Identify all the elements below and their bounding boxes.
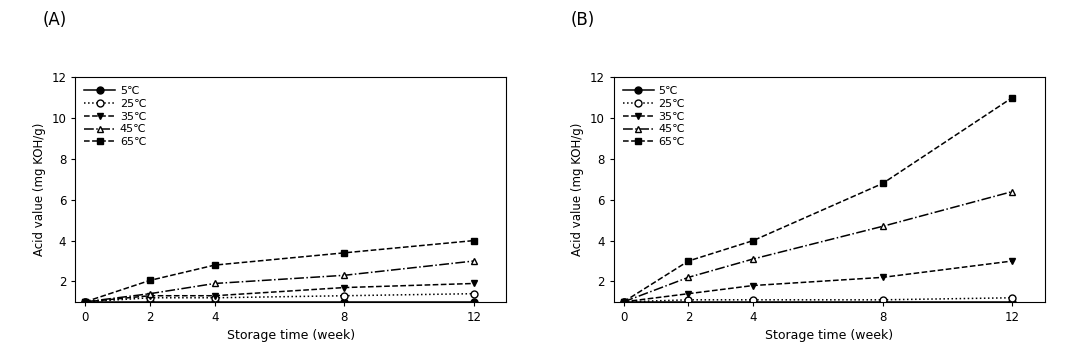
5℃	[467, 300, 480, 304]
45℃	[467, 259, 480, 263]
5℃	[877, 300, 890, 304]
35℃	[143, 294, 156, 298]
Line: 5℃: 5℃	[82, 298, 477, 305]
Line: 45℃: 45℃	[82, 258, 477, 305]
Legend: 5℃, 25℃, 35℃, 45℃, 65℃: 5℃, 25℃, 35℃, 45℃, 65℃	[619, 83, 688, 151]
5℃	[1006, 300, 1019, 304]
45℃	[79, 300, 92, 304]
65℃	[208, 263, 221, 267]
35℃	[208, 294, 221, 298]
35℃	[338, 285, 351, 290]
5℃	[746, 300, 759, 304]
25℃	[143, 296, 156, 300]
65℃	[1006, 95, 1019, 100]
65℃	[143, 278, 156, 283]
45℃	[682, 275, 695, 279]
Y-axis label: Acid value (mg KOH/g): Acid value (mg KOH/g)	[571, 123, 585, 256]
Line: 25℃: 25℃	[82, 290, 477, 305]
35℃	[79, 300, 92, 304]
5℃	[338, 300, 351, 304]
25℃	[467, 292, 480, 296]
X-axis label: Storage time (week): Storage time (week)	[766, 330, 893, 343]
65℃	[79, 300, 92, 304]
Text: (B): (B)	[571, 11, 596, 28]
65℃	[682, 259, 695, 263]
45℃	[208, 282, 221, 286]
45℃	[746, 257, 759, 261]
45℃	[1006, 190, 1019, 194]
45℃	[617, 300, 630, 304]
Text: (A): (A)	[43, 11, 68, 28]
Line: 35℃: 35℃	[620, 258, 1016, 305]
65℃	[617, 300, 630, 304]
25℃	[208, 296, 221, 300]
25℃	[338, 294, 351, 298]
X-axis label: Storage time (week): Storage time (week)	[227, 330, 354, 343]
35℃	[682, 292, 695, 296]
5℃	[617, 300, 630, 304]
25℃	[79, 300, 92, 304]
35℃	[1006, 259, 1019, 263]
65℃	[467, 238, 480, 243]
25℃	[617, 300, 630, 304]
Line: 25℃: 25℃	[620, 294, 1016, 305]
25℃	[682, 298, 695, 302]
65℃	[877, 181, 890, 186]
45℃	[877, 224, 890, 229]
Line: 65℃: 65℃	[620, 94, 1016, 305]
5℃	[208, 300, 221, 304]
Y-axis label: Acid value (mg KOH/g): Acid value (mg KOH/g)	[32, 123, 46, 256]
5℃	[143, 300, 156, 304]
25℃	[877, 298, 890, 302]
35℃	[877, 275, 890, 279]
Line: 45℃: 45℃	[620, 188, 1016, 305]
35℃	[467, 282, 480, 286]
45℃	[338, 273, 351, 277]
65℃	[338, 251, 351, 255]
25℃	[746, 298, 759, 302]
25℃	[1006, 296, 1019, 300]
35℃	[617, 300, 630, 304]
45℃	[143, 292, 156, 296]
5℃	[79, 300, 92, 304]
65℃	[746, 238, 759, 243]
Line: 5℃: 5℃	[620, 298, 1016, 305]
Line: 65℃: 65℃	[82, 237, 477, 305]
Legend: 5℃, 25℃, 35℃, 45℃, 65℃: 5℃, 25℃, 35℃, 45℃, 65℃	[81, 83, 150, 151]
5℃	[682, 300, 695, 304]
Line: 35℃: 35℃	[82, 280, 477, 305]
35℃	[746, 283, 759, 287]
